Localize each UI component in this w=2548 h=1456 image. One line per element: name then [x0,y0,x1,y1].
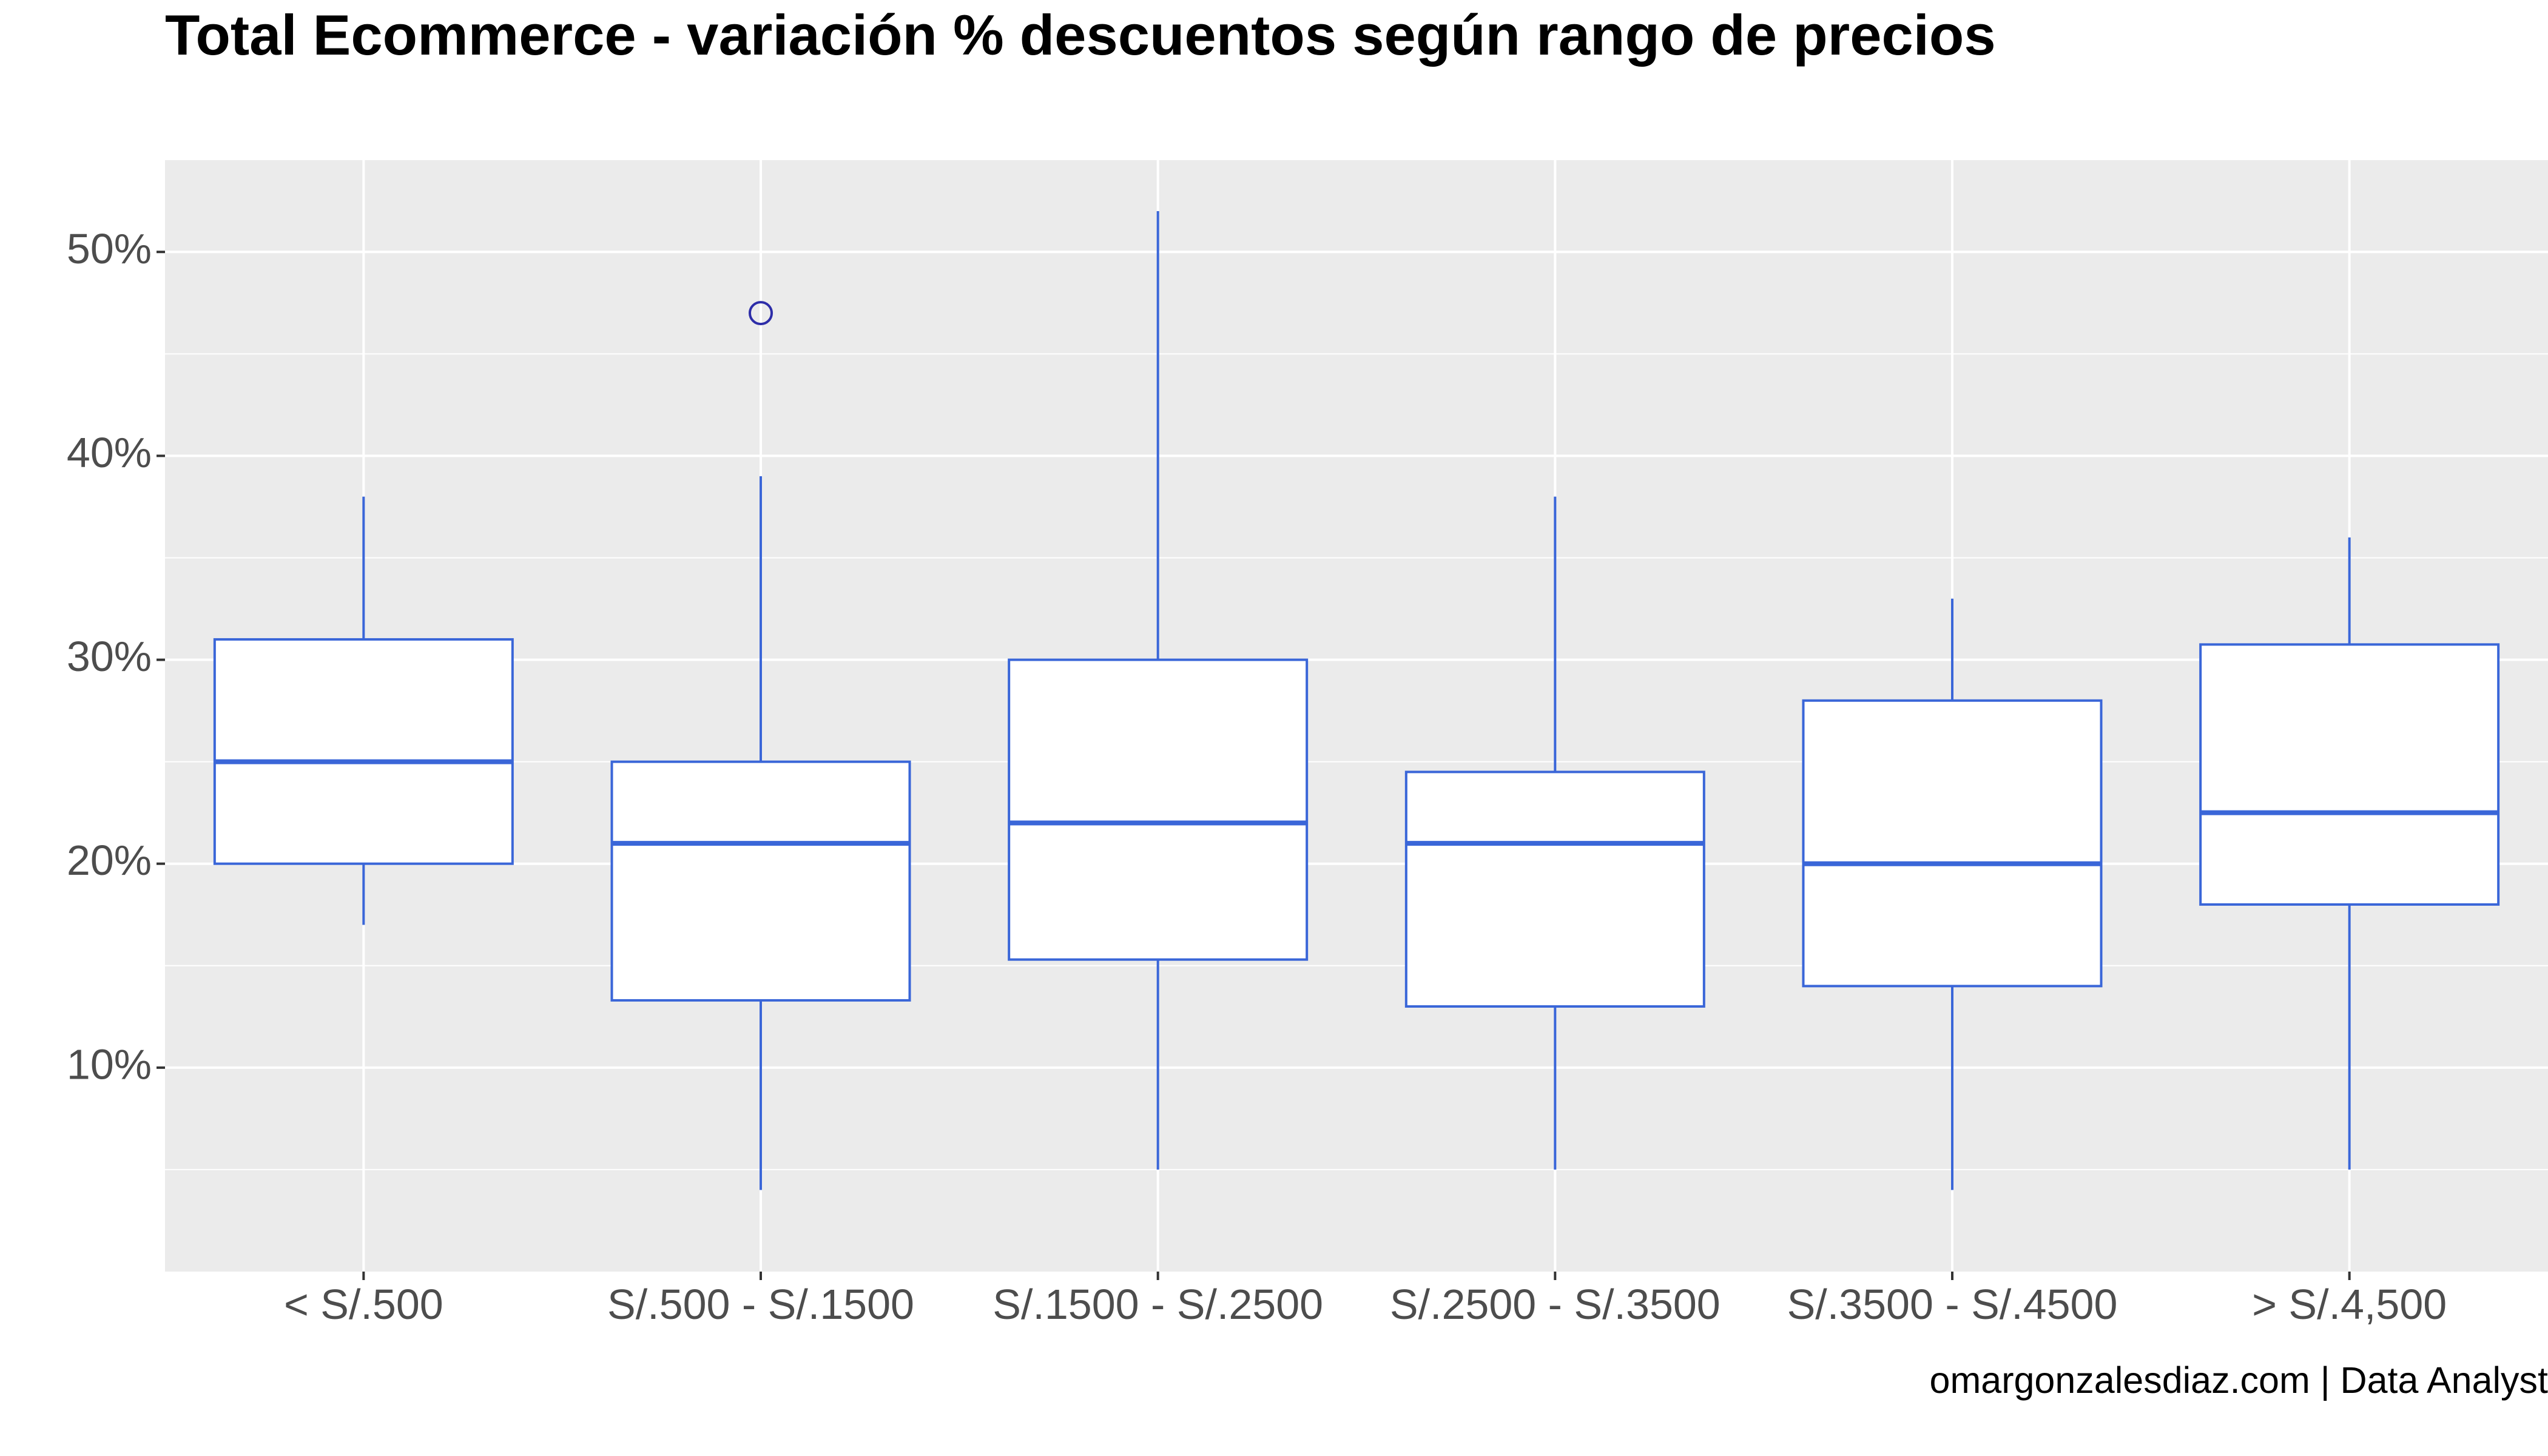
x-tick-label: < S/.500 [284,1281,443,1328]
y-tick-label: 10% [67,1040,152,1088]
y-tick-label: 40% [67,429,152,476]
y-tick-label: 50% [67,225,152,272]
box-group [610,301,911,1190]
box-group [1802,598,2103,1190]
plot-panel [165,160,2548,1272]
outlier-point [749,301,773,326]
y-tick-label: 30% [67,633,152,680]
box-group [1008,211,1309,1170]
y-tick-label: 20% [67,837,152,884]
x-tick-label: S/.2500 - S/.3500 [1390,1281,1721,1328]
boxes [213,211,2500,1190]
y-axis: 10% 20% 30% 40% 50% [67,225,165,1088]
x-axis: < S/.500 S/.500 - S/.1500 S/.1500 - S/.250… [284,1272,2447,1328]
box [2199,643,2500,906]
x-tick-label: S/.3500 - S/.4500 [1787,1281,2118,1328]
box-group [1404,496,1705,1170]
caption: omargonzalesdiaz.com | Data Analyst [1929,1360,2548,1401]
box-group [2199,537,2500,1170]
x-tick-label: > S/.4,500 [2252,1281,2447,1328]
box [213,638,514,865]
box [610,760,911,1002]
box [1404,770,1705,1008]
box [1008,658,1309,961]
box-group [213,496,514,925]
chart-title: Total Ecommerce - variación % descuentos… [165,3,1996,67]
x-tick-label: S/.500 - S/.1500 [607,1281,914,1328]
x-tick-label: S/.1500 - S/.2500 [993,1281,1323,1328]
box [1802,699,2103,988]
